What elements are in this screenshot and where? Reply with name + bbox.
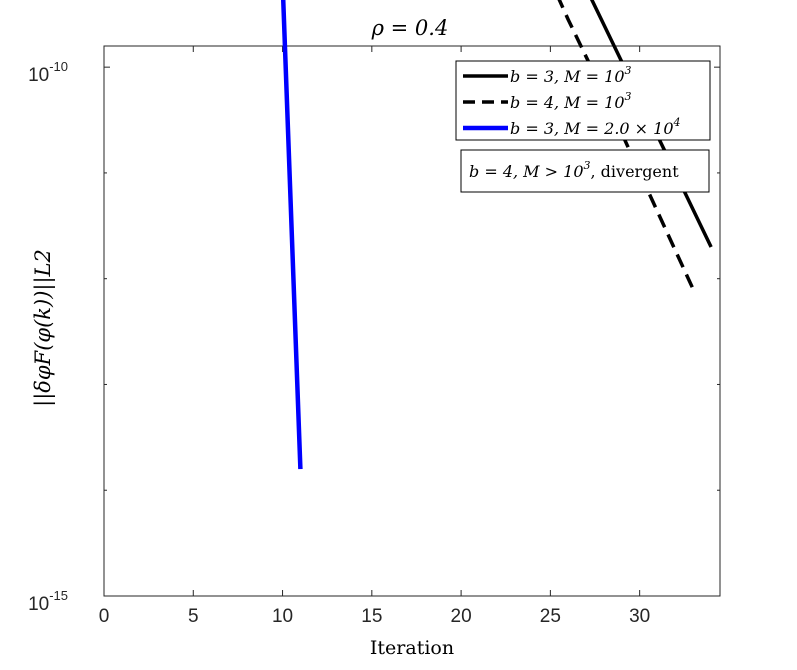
legend-label-3: b = 3, M = 2.0 × 104	[510, 116, 681, 138]
chart-title: ρ = 0.4	[371, 16, 449, 40]
x-tick-label: 0	[99, 606, 110, 627]
series-line-2	[557, 0, 695, 291]
series-lines	[280, 0, 713, 470]
x-tick-label: 20	[451, 606, 472, 627]
legend-label-2: b = 4, M = 103	[510, 90, 632, 112]
legend-label-1: b = 3, M = 103	[510, 64, 632, 86]
annotation-box: b = 4, M > 103, divergent	[460, 149, 710, 193]
x-tick-label: 30	[629, 606, 650, 627]
y-tick-label: 10-15	[28, 588, 68, 615]
x-tick-label: 5	[188, 606, 199, 627]
x-tick-label: 15	[361, 606, 382, 627]
series-line-1	[589, 0, 713, 248]
x-axis-label: Iteration	[370, 637, 454, 659]
x-tick-label: 25	[540, 606, 561, 627]
annotation-text: b = 4, M > 103, divergent	[469, 159, 679, 181]
y-axis-label: ||δφF(φ(k))||L2	[31, 249, 56, 407]
legend: b = 3, M = 103 b = 4, M = 103 b = 3, M = 2…	[455, 60, 711, 141]
x-axis: 0 5 10 15 20 25 30	[99, 46, 650, 627]
x-tick-label: 10	[272, 606, 293, 627]
y-tick-label: 10-10	[28, 59, 68, 86]
